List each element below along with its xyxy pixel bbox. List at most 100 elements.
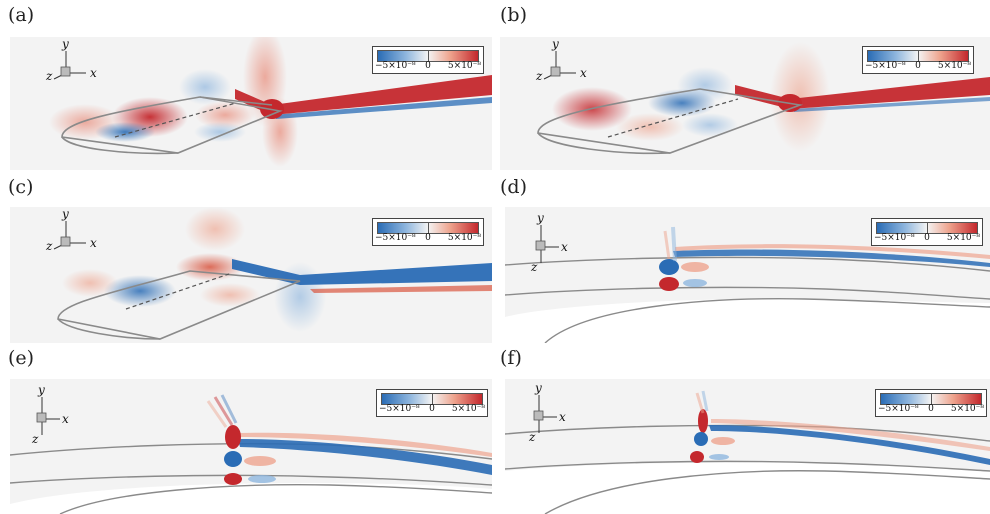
- field-plot-b: [537, 42, 990, 155]
- axis-label-y: y: [537, 211, 544, 225]
- axis-triad-icon: [53, 221, 86, 250]
- axis-triad-icon: [533, 395, 557, 433]
- axis-label-z: z: [531, 260, 538, 274]
- plume-lobe: [185, 207, 245, 251]
- wake-streak-secondary: [792, 97, 990, 112]
- axis-label-z: z: [46, 69, 53, 83]
- panel-label-e: (e): [8, 347, 35, 369]
- airfoil-lower-outline: [505, 460, 990, 472]
- airfoil-body: [10, 483, 492, 514]
- vortex-pair: [659, 226, 709, 291]
- panel-c: y x z −5×10⁻⁸ 0 5×10⁻⁸: [10, 207, 492, 343]
- colorbar-legend: −5×10⁻⁸ 0 5×10⁻⁸: [875, 389, 987, 417]
- airfoil-lower-outline: [10, 474, 492, 486]
- colorbar-min: −5×10⁻⁸: [878, 404, 919, 414]
- airfoil-outline: [57, 270, 301, 340]
- vortex-column: [690, 390, 735, 463]
- axis-triad: y x z: [519, 381, 579, 445]
- colorbar-min: −5×10⁻⁸: [865, 61, 906, 71]
- field-plot-e: [10, 394, 492, 514]
- axis-label-z: z: [32, 432, 39, 446]
- colorbar-max: 5×10⁻⁸: [950, 404, 984, 414]
- wake-streak-secondary: [310, 285, 492, 293]
- panel-f: y x z −5×10⁻⁸ 0 5×10⁻⁸: [505, 379, 990, 514]
- axis-label-x: x: [90, 66, 97, 80]
- perturbation-lobe: [682, 113, 738, 137]
- colorbar-max: 5×10⁻⁸: [451, 404, 485, 414]
- colorbar-legend: −5×10⁻⁸ 0 5×10⁻⁸: [372, 218, 484, 246]
- colorbar: [377, 50, 479, 62]
- airfoil-inner-outline: [59, 484, 492, 514]
- airfoil-outline: [537, 88, 804, 154]
- axis-triad: y x z: [46, 37, 106, 87]
- colorbar: [880, 393, 982, 405]
- panel-label-d: (d): [500, 176, 527, 198]
- airfoil-lower: [537, 132, 671, 155]
- axis-label-x: x: [580, 66, 587, 80]
- airfoil-inner-outline: [544, 470, 990, 514]
- axis-triad: y x z: [18, 383, 78, 447]
- axis-label-y: y: [552, 37, 559, 51]
- perturbation-lobe: [616, 113, 684, 141]
- wake-streak-secondary: [272, 97, 492, 119]
- colorbar: [876, 222, 978, 234]
- perturbation-lobe: [104, 275, 176, 307]
- colorbar-max: 5×10⁻⁸: [937, 61, 971, 71]
- panel-e: y x z −5×10⁻⁸ 0 5×10⁻⁸: [10, 379, 492, 514]
- plume-lobe: [770, 42, 830, 152]
- colorbar-min: −5×10⁻⁸: [874, 233, 915, 243]
- spanwise-dashed-line: [607, 98, 739, 138]
- airfoil-body: [505, 462, 990, 514]
- panel-a: y x z −5×10⁻⁸ 0 5×10⁻⁸: [10, 37, 492, 170]
- plume-lobe: [179, 69, 231, 105]
- colorbar-max: 5×10⁻⁸: [447, 61, 481, 71]
- airfoil-trailing: [199, 96, 273, 106]
- perturbation-lobe: [648, 89, 716, 117]
- axis-triad-icon: [36, 397, 60, 435]
- panel-label-a: (a): [8, 4, 35, 26]
- colorbar-zero: 0: [425, 61, 431, 71]
- colorbar-zero: 0: [915, 61, 921, 71]
- axis-label-x: x: [90, 236, 97, 250]
- wake-streak: [709, 425, 990, 465]
- colorbar: [381, 393, 483, 405]
- airfoil-lower: [57, 318, 161, 340]
- perturbation-lobe: [194, 122, 246, 142]
- panel-d: y x z −5×10⁻⁸ 0 5×10⁻⁸: [505, 207, 990, 343]
- wake-streak-secondary: [240, 432, 492, 457]
- colorbar: [377, 222, 479, 234]
- axis-label-x: x: [559, 410, 566, 424]
- airfoil-upper-outline: [505, 256, 990, 272]
- perturbation-lobe: [200, 283, 260, 307]
- colorbar-legend: −5×10⁻⁸ 0 5×10⁻⁸: [871, 218, 983, 246]
- colorbar-max: 5×10⁻⁸: [447, 233, 481, 243]
- colorbar-zero: 0: [425, 233, 431, 243]
- axis-label-x: x: [62, 412, 69, 426]
- airfoil-body: [505, 299, 990, 343]
- colorbar-min: −5×10⁻⁸: [375, 61, 416, 71]
- airfoil-lower-outline: [505, 286, 990, 300]
- axis-triad-icon: [543, 51, 576, 80]
- vortex-column: [206, 394, 276, 485]
- spanwise-dashed-line: [125, 272, 233, 310]
- axis-label-y: y: [535, 381, 542, 395]
- field-plot-c: [57, 207, 492, 340]
- colorbar-zero: 0: [928, 404, 934, 414]
- wake-streak-secondary: [711, 419, 990, 451]
- wake-streak-secondary: [675, 244, 990, 259]
- field-plot-d: [505, 226, 990, 343]
- colorbar-legend: −5×10⁻⁸ 0 5×10⁻⁸: [862, 46, 974, 74]
- field-plot-a: [49, 37, 492, 167]
- axis-triad-icon: [53, 51, 86, 80]
- wake-streak: [238, 439, 492, 475]
- colorbar-min: −5×10⁻⁸: [375, 233, 416, 243]
- perturbation-lobe: [62, 269, 118, 297]
- wake-streak: [235, 75, 492, 115]
- field-plot-f: [505, 390, 990, 514]
- airfoil-inner-outline: [544, 298, 990, 343]
- axis-label-y: y: [62, 37, 69, 51]
- wake-streak: [673, 249, 990, 267]
- axis-label-x: x: [561, 240, 568, 254]
- perturbation-lobe: [195, 101, 255, 129]
- axis-triad: y x z: [46, 207, 106, 257]
